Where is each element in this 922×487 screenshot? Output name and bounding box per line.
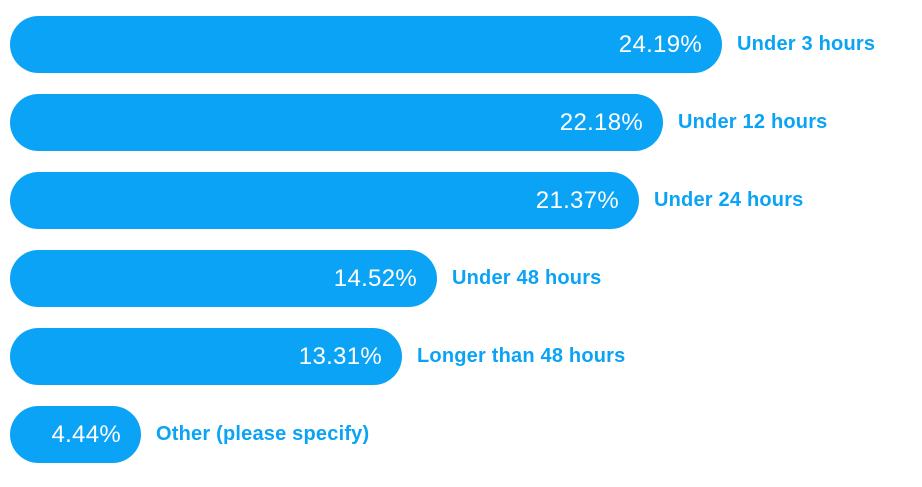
bar-category-label: Under 24 hours xyxy=(654,189,804,211)
bar: 4.44% xyxy=(10,406,141,463)
bar-value-label: 24.19% xyxy=(618,30,702,58)
bar-value-label: 4.44% xyxy=(51,420,121,448)
bar-category-label: Under 48 hours xyxy=(452,267,602,289)
bar: 21.37% xyxy=(10,172,639,229)
bar-value-label: 21.37% xyxy=(535,186,619,214)
bar-row: 14.52% Under 48 hours xyxy=(10,250,922,307)
bar-category-label: Under 12 hours xyxy=(678,111,828,133)
bar-value-label: 13.31% xyxy=(298,342,382,370)
bar: 22.18% xyxy=(10,94,663,151)
bar-category-label: Under 3 hours xyxy=(737,33,876,55)
bar-row: 21.37% Under 24 hours xyxy=(10,172,922,229)
bar: 24.19% xyxy=(10,16,722,73)
bar-row: 4.44% Other (please specify) xyxy=(10,406,922,463)
bar-category-label: Other (please specify) xyxy=(156,423,370,445)
bar-value-label: 22.18% xyxy=(559,108,643,136)
bar-row: 24.19% Under 3 hours xyxy=(10,16,922,73)
bar-category-label: Longer than 48 hours xyxy=(417,345,626,367)
bar-value-label: 14.52% xyxy=(333,264,417,292)
bar: 14.52% xyxy=(10,250,437,307)
bar: 13.31% xyxy=(10,328,402,385)
bar-row: 13.31% Longer than 48 hours xyxy=(10,328,922,385)
bar-row: 22.18% Under 12 hours xyxy=(10,94,922,151)
